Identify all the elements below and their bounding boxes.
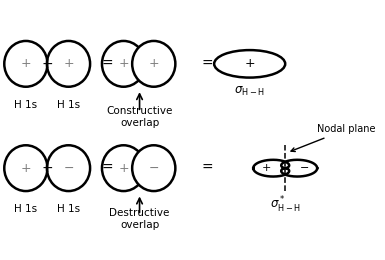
Text: $\sigma^*_{\rm H-H}$: $\sigma^*_{\rm H-H}$ (270, 195, 301, 215)
Text: +: + (118, 57, 129, 70)
Text: $\sigma_{\rm H-H}$: $\sigma_{\rm H-H}$ (234, 85, 265, 98)
Polygon shape (253, 160, 289, 177)
Ellipse shape (102, 145, 145, 191)
Polygon shape (281, 160, 317, 177)
Text: Constructive
overlap: Constructive overlap (106, 107, 173, 128)
Text: +: + (244, 57, 255, 70)
Text: −: − (63, 162, 74, 175)
Text: −: − (300, 163, 309, 173)
Text: H 1s: H 1s (14, 204, 37, 214)
Text: +: + (41, 57, 53, 71)
Ellipse shape (4, 41, 47, 87)
Text: =: = (102, 57, 114, 71)
Text: +: + (149, 57, 159, 70)
Text: −: − (149, 162, 159, 175)
Text: +: + (63, 57, 74, 70)
Ellipse shape (132, 145, 175, 191)
Ellipse shape (132, 41, 175, 87)
Text: H 1s: H 1s (57, 100, 80, 109)
Text: Nodal plane: Nodal plane (291, 124, 376, 152)
Ellipse shape (214, 50, 285, 77)
Text: Destructive
overlap: Destructive overlap (109, 208, 170, 230)
Ellipse shape (102, 41, 145, 87)
Text: +: + (41, 161, 53, 175)
Text: H 1s: H 1s (14, 100, 37, 109)
Ellipse shape (47, 145, 90, 191)
Text: +: + (118, 162, 129, 175)
Text: +: + (20, 162, 31, 175)
Text: H 1s: H 1s (57, 204, 80, 214)
Text: =: = (201, 57, 213, 71)
Text: +: + (20, 57, 31, 70)
Text: +: + (261, 163, 271, 173)
Ellipse shape (4, 145, 47, 191)
Text: =: = (102, 161, 114, 175)
Ellipse shape (47, 41, 90, 87)
Text: =: = (201, 161, 213, 175)
